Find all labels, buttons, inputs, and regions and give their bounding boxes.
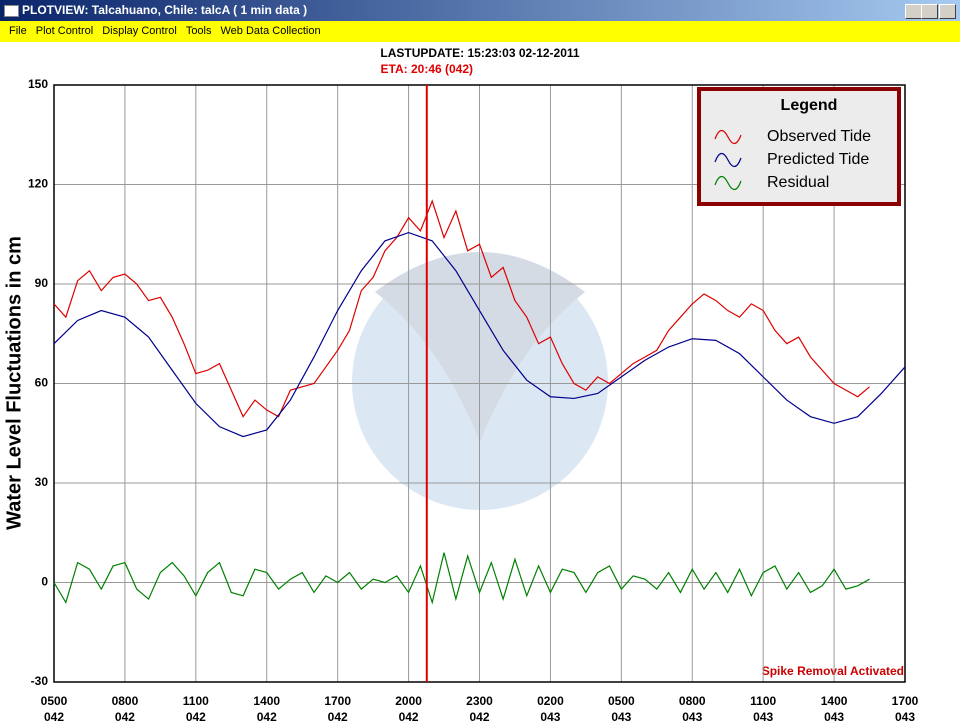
y-tick-label: 60 [35, 376, 49, 390]
x-tick-label: 1100 [183, 694, 209, 708]
x-tick-day: 043 [895, 710, 915, 724]
annotation: Spike Removal Activated [762, 664, 904, 678]
app-icon [4, 5, 19, 17]
x-tick-day: 043 [753, 710, 773, 724]
menu-item[interactable]: Web Data Collection [220, 25, 321, 37]
series-line [53, 199, 870, 418]
x-tick-day: 043 [611, 710, 631, 724]
minimize-button[interactable] [905, 4, 922, 19]
menu-item[interactable]: Plot Control [35, 25, 94, 37]
x-tick-day: 043 [540, 710, 560, 724]
x-tick-label: 1700 [324, 694, 351, 708]
plot-frame [53, 84, 906, 683]
x-tick-label: 1400 [821, 694, 848, 708]
close-button[interactable] [939, 4, 956, 19]
x-tick-label: 0800 [112, 694, 139, 708]
legend-swatch [714, 152, 742, 168]
x-tick-label: 2000 [395, 694, 422, 708]
legend-label: Predicted Tide [767, 151, 869, 168]
y-tick-label: 30 [35, 475, 49, 489]
x-tick-day: 042 [257, 710, 277, 724]
menu-bar: File Plot Control Display Control Tools Web … [0, 21, 960, 42]
x-tick-label: 1700 [892, 694, 919, 708]
menu-item[interactable]: Display Control [102, 25, 177, 37]
legend-swatch [714, 175, 742, 191]
chart: LASTUPDATE: 15:23:03 02-12-2011 Water Le… [0, 42, 960, 728]
x-tick-label: 0200 [537, 694, 564, 708]
legend-box [697, 87, 901, 206]
maximize-button[interactable] [921, 4, 938, 19]
eta-label: ETA: 20:46 (042) [381, 62, 473, 76]
series-line [53, 231, 906, 438]
x-tick-day: 042 [44, 710, 64, 724]
x-tick-label: 0800 [679, 694, 706, 708]
title-bar: PLOTVIEW: Talcahuano, Chile: talcA ( 1 m… [0, 0, 960, 21]
y-axis-label: Water Level Fluctuations in cm [3, 236, 25, 530]
legend-title: Legend [781, 97, 838, 114]
legend-swatch [714, 129, 742, 145]
x-tick-day: 042 [469, 710, 489, 724]
x-tick-day: 042 [399, 710, 419, 724]
x-tick-day: 042 [328, 710, 348, 724]
x-tick-label: 2300 [466, 694, 493, 708]
menu-item[interactable]: File [9, 25, 27, 37]
y-tick-label: 150 [28, 77, 48, 91]
y-tick-label: -30 [31, 674, 49, 688]
x-tick-label: 0500 [608, 694, 635, 708]
x-tick-day: 043 [824, 710, 844, 724]
series-line [53, 552, 870, 605]
window-title: PLOTVIEW: Talcahuano, Chile: talcA ( 1 m… [22, 3, 308, 17]
chart-title: LASTUPDATE: 15:23:03 02-12-2011 [380, 46, 580, 60]
y-tick-label: 120 [28, 177, 48, 191]
y-tick-label: 90 [35, 276, 49, 290]
legend-label: Residual [767, 174, 829, 191]
x-tick-day: 042 [115, 710, 135, 724]
x-tick-label: 1100 [750, 694, 776, 708]
menu-item[interactable]: Tools [185, 25, 212, 37]
y-tick-label: 0 [41, 575, 48, 589]
x-tick-label: 1400 [253, 694, 280, 708]
x-tick-day: 043 [682, 710, 702, 724]
x-tick-label: 0500 [41, 694, 68, 708]
x-tick-day: 042 [186, 710, 206, 724]
legend-label: Observed Tide [767, 128, 871, 145]
